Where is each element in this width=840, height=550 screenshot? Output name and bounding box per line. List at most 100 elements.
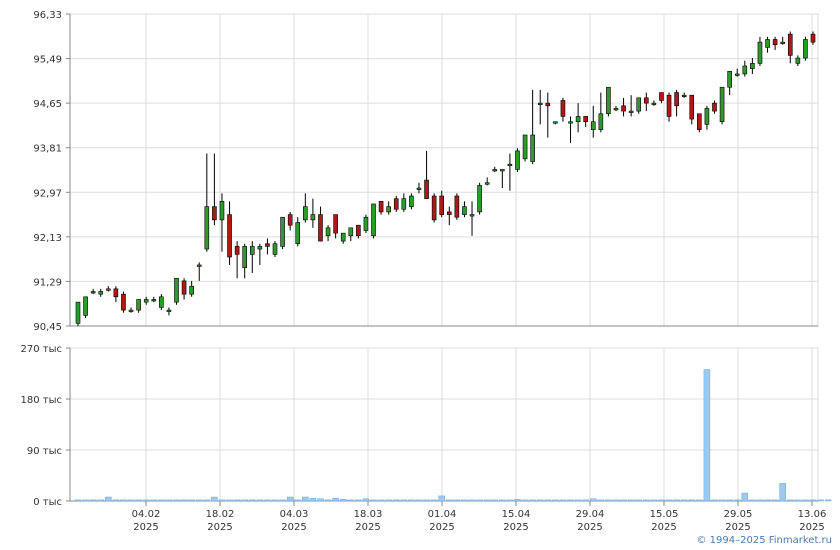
candle-body xyxy=(325,227,331,237)
volume-bar xyxy=(241,499,248,502)
volume-bar xyxy=(552,499,559,502)
volume-bar xyxy=(142,499,150,502)
volume-y-tick-label: 180 тыс xyxy=(21,395,62,406)
copyright-text: © 1994–2025 Finmarket.ru xyxy=(696,535,832,546)
volume-bar xyxy=(749,499,756,502)
candle-body xyxy=(363,216,369,231)
volume-bar xyxy=(188,499,195,502)
candle-body xyxy=(628,110,634,113)
volume-bar xyxy=(733,499,741,502)
volume-bar xyxy=(82,499,89,502)
volume-bar xyxy=(483,499,491,502)
volume-bar xyxy=(150,499,158,502)
volume-bar xyxy=(756,499,764,502)
volume-bar xyxy=(218,499,226,502)
x-tick-label-year: 2025 xyxy=(725,522,750,533)
candle-body xyxy=(431,195,437,221)
volume-bar xyxy=(286,496,294,502)
volume-bar xyxy=(249,499,256,502)
candle-body xyxy=(227,214,232,258)
candle-body xyxy=(545,102,551,107)
volume-bar xyxy=(74,499,82,502)
volume-bar xyxy=(802,499,809,502)
candle-body xyxy=(772,39,778,46)
volume-bar xyxy=(703,369,711,502)
volume-bar xyxy=(506,499,514,502)
volume-bar xyxy=(446,499,453,502)
candle-body xyxy=(697,113,702,130)
candle-body xyxy=(515,150,520,170)
candle-body xyxy=(295,222,301,245)
x-tick-label-year: 2025 xyxy=(577,522,602,533)
candle-body xyxy=(212,206,217,221)
candle-body xyxy=(681,94,687,97)
volume-bar xyxy=(233,499,241,502)
candle-body xyxy=(166,309,172,312)
candle-body xyxy=(272,243,278,255)
volume-bar xyxy=(771,499,779,502)
volume-bar xyxy=(597,499,605,502)
candle-body xyxy=(568,121,573,124)
x-tick-label-date: 04.02 xyxy=(132,509,161,520)
candle-body xyxy=(613,108,619,111)
x-tick-label-date: 15.04 xyxy=(502,509,531,520)
candle-body xyxy=(477,185,482,213)
price-y-tick-label: 90,45 xyxy=(33,322,62,333)
volume-bar xyxy=(173,499,180,502)
volume-bar xyxy=(567,499,574,502)
volume-bar xyxy=(294,499,301,502)
volume-bar xyxy=(590,498,597,502)
volume-bar xyxy=(385,499,392,502)
candle-body xyxy=(439,195,445,215)
candle-body xyxy=(219,201,225,221)
candle-body xyxy=(575,116,581,123)
volume-bar xyxy=(824,499,832,502)
candle-body xyxy=(734,73,740,76)
x-tick-label-date: 04.03 xyxy=(280,509,309,520)
candle-body xyxy=(196,264,202,267)
candle-body xyxy=(128,309,134,312)
volume-bar xyxy=(476,499,483,502)
candle-body xyxy=(318,214,323,242)
candle-body xyxy=(409,195,414,207)
candle-body xyxy=(689,94,695,120)
candle-body xyxy=(204,206,210,250)
volume-bar xyxy=(794,499,802,502)
x-tick-label-date: 29.05 xyxy=(724,509,753,520)
price-y-tick-label: 94,65 xyxy=(33,99,62,110)
volume-bar xyxy=(582,499,589,502)
volume-bar xyxy=(195,499,203,502)
candle-body xyxy=(287,214,293,226)
candle-body xyxy=(356,224,361,237)
candle-body xyxy=(159,296,164,308)
price-panel-frame xyxy=(69,13,819,327)
volume-bar xyxy=(347,499,355,502)
candle-body xyxy=(446,211,452,215)
candle-body xyxy=(484,182,490,185)
volume-bar xyxy=(499,499,506,502)
volume-bar xyxy=(491,499,499,502)
volume-bar xyxy=(536,499,544,502)
candle-body xyxy=(606,86,611,115)
volume-y-tick-label: 90 тыс xyxy=(27,446,62,457)
x-tick-label-year: 2025 xyxy=(133,522,158,533)
volume-bar xyxy=(559,499,567,502)
volume-bar xyxy=(809,499,817,502)
volume-bar xyxy=(741,492,749,502)
volume-bar xyxy=(309,497,317,502)
x-tick-label-date: 29.04 xyxy=(576,509,605,520)
candle-body xyxy=(348,227,354,237)
x-tick-label-date: 18.02 xyxy=(206,509,235,520)
candle-body xyxy=(719,86,725,123)
candle-body xyxy=(249,246,255,255)
volume-bar xyxy=(256,499,264,502)
volume-bar xyxy=(605,499,612,502)
candle-body xyxy=(583,116,588,123)
candle-body xyxy=(189,285,194,295)
volume-bar xyxy=(658,499,665,502)
volume-bar xyxy=(355,499,362,502)
candle-body xyxy=(651,102,657,105)
volume-bar xyxy=(203,499,211,502)
candle-body xyxy=(795,57,801,64)
price-y-tick-label: 96,33 xyxy=(33,10,62,21)
